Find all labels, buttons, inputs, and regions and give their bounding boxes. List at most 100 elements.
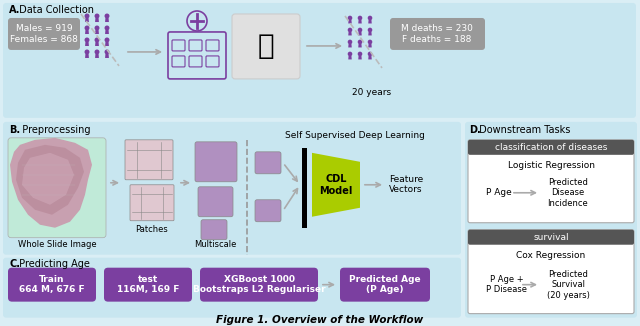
FancyBboxPatch shape <box>3 3 636 118</box>
Polygon shape <box>85 18 89 22</box>
Polygon shape <box>348 32 352 36</box>
Circle shape <box>85 50 89 54</box>
Polygon shape <box>368 20 372 23</box>
Polygon shape <box>85 42 89 46</box>
Circle shape <box>105 26 109 30</box>
FancyBboxPatch shape <box>104 268 192 302</box>
Text: A.: A. <box>9 5 20 15</box>
Bar <box>302 148 307 228</box>
Circle shape <box>95 38 99 42</box>
FancyBboxPatch shape <box>8 268 96 302</box>
FancyBboxPatch shape <box>3 258 461 318</box>
Circle shape <box>105 50 109 54</box>
FancyBboxPatch shape <box>468 140 634 223</box>
Polygon shape <box>22 153 74 205</box>
FancyBboxPatch shape <box>3 122 461 255</box>
FancyBboxPatch shape <box>200 268 318 302</box>
FancyBboxPatch shape <box>465 122 637 318</box>
Polygon shape <box>95 54 99 58</box>
Circle shape <box>105 14 109 18</box>
FancyBboxPatch shape <box>8 18 80 50</box>
Circle shape <box>358 52 362 55</box>
Polygon shape <box>368 44 372 48</box>
Circle shape <box>85 26 89 30</box>
FancyBboxPatch shape <box>255 200 281 222</box>
Text: Logistic Regression: Logistic Regression <box>508 161 595 170</box>
Circle shape <box>358 28 362 32</box>
Polygon shape <box>85 54 89 58</box>
Text: C.: C. <box>9 259 20 269</box>
FancyBboxPatch shape <box>130 185 174 221</box>
Polygon shape <box>95 18 99 22</box>
Text: XGBoost 1000
Bootstraps L2 Regulariser: XGBoost 1000 Bootstraps L2 Regulariser <box>193 275 325 294</box>
Text: test
116M, 169 F: test 116M, 169 F <box>117 275 179 294</box>
Polygon shape <box>358 44 362 48</box>
Circle shape <box>369 52 372 55</box>
Circle shape <box>85 14 89 18</box>
FancyBboxPatch shape <box>232 14 300 79</box>
Text: Preprocessing: Preprocessing <box>16 125 90 135</box>
Text: Males = 919
Females = 868: Males = 919 Females = 868 <box>10 24 78 44</box>
FancyBboxPatch shape <box>255 152 281 174</box>
Circle shape <box>85 38 89 42</box>
FancyBboxPatch shape <box>468 230 634 245</box>
Circle shape <box>348 28 351 32</box>
Polygon shape <box>105 54 109 58</box>
Circle shape <box>95 50 99 54</box>
FancyBboxPatch shape <box>340 268 430 302</box>
Circle shape <box>348 40 351 44</box>
Text: Figure 1. Overview of the Workflow: Figure 1. Overview of the Workflow <box>216 315 424 325</box>
Text: P Age +
P Disease: P Age + P Disease <box>486 275 527 294</box>
Text: CDL
Model: CDL Model <box>319 174 353 196</box>
Text: 🔬: 🔬 <box>258 32 275 60</box>
Polygon shape <box>348 20 352 23</box>
Text: Whole Slide Image: Whole Slide Image <box>18 240 96 249</box>
Circle shape <box>369 40 372 44</box>
Circle shape <box>105 38 109 42</box>
Text: Data Collection: Data Collection <box>16 5 94 15</box>
Text: Predicting Age: Predicting Age <box>16 259 90 269</box>
Text: P Age: P Age <box>486 188 512 197</box>
Circle shape <box>348 16 351 20</box>
Polygon shape <box>85 30 89 34</box>
Text: classification of diseases: classification of diseases <box>495 143 607 152</box>
Text: D.: D. <box>469 125 481 135</box>
Circle shape <box>369 28 372 32</box>
Text: Cox Regression: Cox Regression <box>516 251 586 260</box>
Polygon shape <box>348 44 352 48</box>
Circle shape <box>369 16 372 20</box>
Circle shape <box>95 26 99 30</box>
Polygon shape <box>95 30 99 34</box>
Polygon shape <box>105 42 109 46</box>
Text: Patches: Patches <box>134 225 168 234</box>
Text: Predicted Age
(P Age): Predicted Age (P Age) <box>349 275 421 294</box>
Circle shape <box>95 14 99 18</box>
Text: B.: B. <box>9 125 20 135</box>
Polygon shape <box>95 42 99 46</box>
Polygon shape <box>358 32 362 36</box>
Polygon shape <box>368 32 372 36</box>
Polygon shape <box>368 55 372 59</box>
Text: Predicted
Survival
(20 years): Predicted Survival (20 years) <box>547 270 589 300</box>
Polygon shape <box>105 18 109 22</box>
FancyBboxPatch shape <box>468 230 634 314</box>
FancyBboxPatch shape <box>8 138 106 238</box>
FancyBboxPatch shape <box>201 220 227 240</box>
FancyBboxPatch shape <box>198 187 233 217</box>
FancyBboxPatch shape <box>468 140 634 155</box>
Circle shape <box>358 40 362 44</box>
Polygon shape <box>348 55 352 59</box>
Text: 20 years: 20 years <box>353 88 392 97</box>
Text: Predicted
Disease
Incidence: Predicted Disease Incidence <box>548 178 588 208</box>
Polygon shape <box>16 145 84 215</box>
Text: Train
664 M, 676 F: Train 664 M, 676 F <box>19 275 85 294</box>
Text: Self Supervised Deep Learning: Self Supervised Deep Learning <box>285 131 425 140</box>
Polygon shape <box>10 138 92 228</box>
Text: Multiscale: Multiscale <box>194 240 236 249</box>
Circle shape <box>358 16 362 20</box>
Text: Feature
Vectors: Feature Vectors <box>389 175 423 195</box>
Text: Downstream Tasks: Downstream Tasks <box>476 125 570 135</box>
Polygon shape <box>105 30 109 34</box>
Text: survival: survival <box>533 233 569 242</box>
Polygon shape <box>312 153 360 217</box>
